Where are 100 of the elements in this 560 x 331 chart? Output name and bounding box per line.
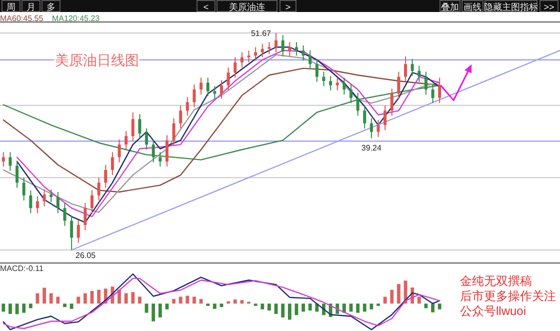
candlestick: [158, 152, 162, 168]
bar: [356, 304, 360, 313]
annotation: 39.24: [361, 143, 382, 152]
candlestick: [104, 164, 108, 188]
bar: [199, 299, 203, 304]
candlestick: [274, 32, 278, 53]
annotation: 51.67: [250, 29, 272, 38]
candlestick: [294, 42, 298, 56]
candlestick: [36, 196, 39, 214]
text: MACD:-0.11: [0, 264, 44, 273]
text: MA60:45.55: [0, 14, 44, 23]
candlestick: [254, 46, 258, 62]
candlestick: [376, 119, 380, 138]
candlestick: [165, 134, 168, 168]
candlestick: [186, 96, 189, 116]
bar: [144, 304, 148, 313]
bar: [438, 304, 442, 310]
candlestick: [247, 50, 250, 63]
candlestick: [29, 190, 32, 214]
text: 画线: [464, 2, 482, 12]
bar: [63, 304, 66, 308]
bar: [165, 304, 169, 310]
candlestick: [97, 177, 100, 201]
text: >: [285, 2, 291, 12]
bar: [362, 304, 366, 312]
bar: [131, 292, 135, 304]
bar: [281, 304, 285, 318]
candlestick: [110, 152, 114, 176]
bar: [97, 290, 101, 304]
candlestick: [431, 84, 434, 104]
candlestick: [356, 92, 360, 116]
bar: [2, 304, 6, 312]
candlestick: [410, 58, 414, 76]
bar: [390, 290, 394, 304]
candlestick: [76, 219, 80, 244]
bar: [268, 304, 271, 310]
bar: [172, 299, 176, 304]
candlestick: [302, 44, 305, 62]
candlestick: [397, 71, 400, 100]
bar: [370, 304, 374, 310]
bar: [226, 301, 230, 304]
bar: [212, 304, 216, 309]
bar: [152, 304, 156, 322]
candlestick: [16, 160, 19, 188]
bar: [22, 304, 26, 313]
text: <: [203, 2, 209, 12]
candlestick: [288, 42, 292, 57]
bar: [233, 299, 237, 304]
candlestick: [226, 66, 230, 91]
candlestick: [172, 118, 176, 146]
bar: [396, 284, 400, 304]
candlestick: [213, 86, 216, 100]
candlestick: [22, 177, 26, 201]
bar: [431, 304, 434, 312]
bar: [178, 296, 182, 304]
candlestick: [363, 105, 366, 129]
bar: [118, 290, 121, 304]
candlestick: [424, 71, 428, 96]
candlestick: [63, 202, 66, 226]
text: 金纯无双撰稿: [460, 274, 532, 288]
bar: [83, 293, 87, 304]
candlestick: [322, 71, 326, 87]
candlestick: [240, 52, 244, 68]
bar: [8, 304, 12, 314]
candlestick: [70, 215, 74, 250]
candlestick: [438, 77, 442, 104]
text: MA120:45.23: [52, 14, 100, 23]
candlestick: [131, 112, 134, 142]
text: 美原油连: [229, 2, 265, 12]
candlestick: [384, 105, 387, 131]
candlestick: [138, 114, 142, 140]
candlestick: [308, 50, 312, 70]
candlestick: [152, 138, 155, 163]
candlestick: [281, 34, 284, 57]
bar: [158, 304, 162, 318]
bar: [383, 296, 387, 304]
candlestick: [124, 130, 128, 150]
candlestick: [42, 188, 46, 207]
bar: [240, 300, 244, 304]
candlestick: [315, 58, 318, 82]
text: 后市更多操作关注: [460, 289, 556, 303]
candlestick: [118, 138, 121, 163]
bar: [42, 288, 46, 304]
candlestick: [145, 128, 148, 150]
bar: [302, 304, 305, 312]
candlestick: [84, 202, 87, 231]
text: 叠加: [441, 2, 459, 12]
candlestick: [179, 105, 182, 129]
bar: [186, 296, 190, 304]
bar: [288, 304, 292, 320]
candlestick: [220, 80, 223, 100]
candlestick: [8, 152, 12, 172]
candlestick: [336, 77, 339, 91]
candlestick: [192, 84, 196, 108]
bar: [76, 296, 80, 304]
bar: [417, 296, 421, 304]
candlestick: [342, 77, 346, 96]
candlestick: [268, 42, 271, 54]
candlestick: [2, 152, 5, 168]
candlestick: [370, 118, 373, 139]
